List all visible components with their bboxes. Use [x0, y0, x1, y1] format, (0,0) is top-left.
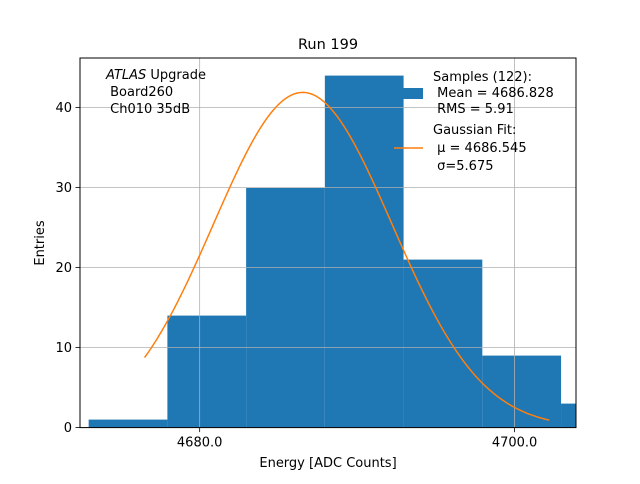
histogram-bar-2 [246, 187, 325, 428]
x-axis-label: Energy [ADC Counts] [259, 456, 396, 471]
upgrade-label: Upgrade [146, 68, 206, 83]
y-tick-label-3: 30 [55, 181, 72, 196]
x-tick-label-1: 4700.0 [492, 436, 538, 451]
chart-title: Run 199 [298, 37, 358, 53]
plot-frame [79, 57, 577, 429]
y-tick-label-1: 10 [55, 341, 72, 356]
histogram-bars [88, 75, 576, 428]
annotation-line-1: ATLAS Upgrade [105, 68, 206, 83]
annotation-board: Board260 [106, 85, 173, 100]
histogram-bar-1 [167, 315, 247, 428]
axis-ticks: 4680.0 4700.0 0 10 20 30 40 [55, 101, 537, 451]
legend-samples-title: Samples (122): [433, 70, 532, 85]
legend: Samples (122): Mean = 4686.828 RMS = 5.9… [394, 70, 554, 174]
y-axis-label: Entries [33, 220, 48, 266]
legend-samples-mean: Mean = 4686.828 [433, 86, 554, 101]
atlas-annotation: ATLAS Upgrade Board260 Ch010 35dB [105, 68, 206, 117]
legend-fit-title: Gaussian Fit: [433, 123, 516, 138]
legend-fit-mu: μ = 4686.545 [433, 141, 527, 156]
x-tick-label-0: 4680.0 [177, 436, 223, 451]
histogram-bar-3 [324, 75, 404, 428]
legend-samples-swatch [394, 88, 423, 99]
legend-fit-sigma: σ=5.675 [433, 159, 493, 174]
atlas-label: ATLAS [105, 68, 146, 83]
annotation-channel: Ch010 35dB [106, 102, 190, 117]
y-tick-label-4: 40 [55, 101, 72, 116]
histogram-bar-4 [403, 259, 483, 428]
gaussian-fit-curve [143, 91, 550, 421]
y-tick-label-0: 0 [64, 421, 72, 436]
histogram-bar-0 [88, 419, 168, 428]
histogram-bar-5 [482, 355, 562, 428]
histogram-bar-6 [561, 403, 576, 428]
legend-samples-rms: RMS = 5.91 [433, 102, 514, 117]
y-tick-label-2: 20 [55, 261, 72, 276]
